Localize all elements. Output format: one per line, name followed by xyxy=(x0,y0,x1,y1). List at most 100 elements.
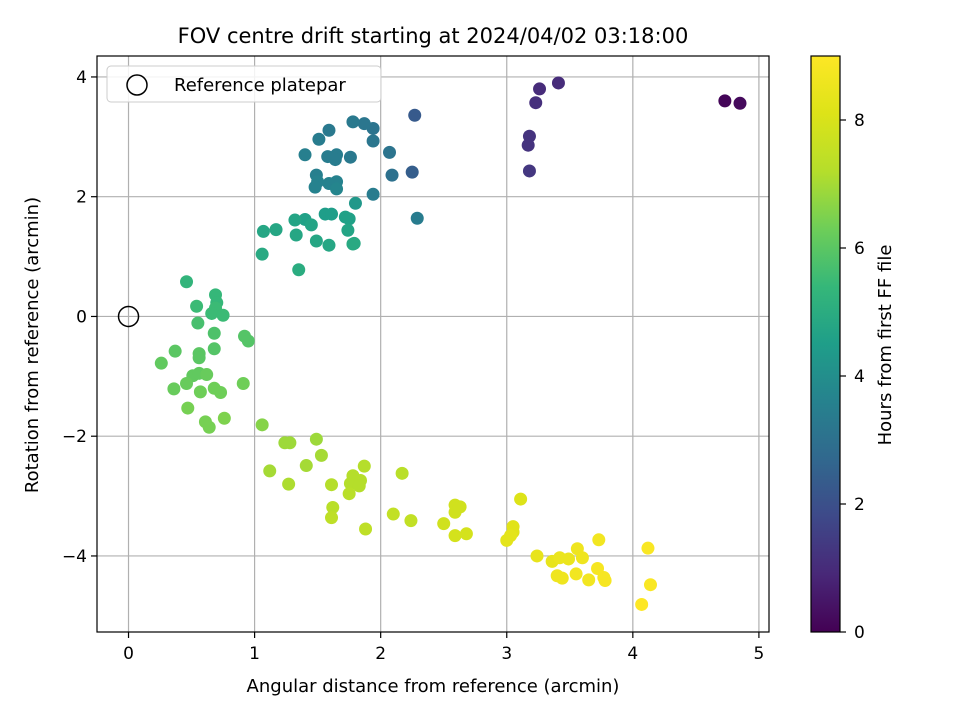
data-point xyxy=(191,316,205,330)
plot-frame xyxy=(96,55,770,633)
x-axis: 0 1 2 3 4 5 xyxy=(123,632,764,664)
data-point xyxy=(346,115,360,129)
x-tick-label: 4 xyxy=(627,644,638,664)
data-point xyxy=(343,150,357,164)
data-point xyxy=(718,94,732,108)
data-point xyxy=(298,148,312,162)
data-point xyxy=(180,275,194,289)
colorbar: 0 2 4 6 8 Hours from first FF file xyxy=(810,55,896,643)
data-point xyxy=(395,466,409,480)
data-point xyxy=(352,479,366,493)
data-point xyxy=(330,182,344,196)
data-point xyxy=(342,212,356,226)
data-point xyxy=(314,448,328,462)
reference-platepar-marker xyxy=(117,305,140,328)
data-point xyxy=(533,82,547,96)
data-point xyxy=(309,432,323,446)
data-point xyxy=(202,420,216,434)
data-point xyxy=(216,308,230,322)
data-point xyxy=(437,517,451,531)
data-point xyxy=(308,180,322,194)
data-point xyxy=(635,597,649,611)
data-point xyxy=(521,138,535,152)
data-point xyxy=(448,505,462,519)
y-axis: −4 −2 0 2 4 xyxy=(62,68,97,567)
data-point xyxy=(569,567,583,581)
y-axis-label: Rotation from reference (arcmin) xyxy=(22,197,43,493)
data-point xyxy=(322,123,336,137)
data-point xyxy=(283,436,297,450)
data-point xyxy=(200,368,214,382)
data-point xyxy=(386,507,400,521)
reference-marker-group xyxy=(117,305,140,328)
data-point xyxy=(190,299,204,313)
legend-marker-open-circle xyxy=(126,74,148,96)
data-point xyxy=(256,224,270,238)
data-point xyxy=(304,218,318,232)
data-point xyxy=(269,223,283,237)
data-point xyxy=(641,541,655,555)
data-point xyxy=(326,500,340,514)
data-point xyxy=(359,522,373,536)
colorbar-tick-label: 8 xyxy=(854,111,865,131)
legend-label: Reference platepar xyxy=(174,75,346,96)
data-point xyxy=(154,356,168,370)
data-point xyxy=(459,527,473,541)
data-point xyxy=(410,211,424,225)
data-point xyxy=(292,263,306,277)
data-point xyxy=(263,464,277,478)
data-point xyxy=(205,306,219,320)
data-point xyxy=(168,344,182,358)
data-point xyxy=(347,236,361,250)
data-point xyxy=(522,164,536,178)
colorbar-tick-label: 6 xyxy=(854,239,865,259)
data-point xyxy=(366,187,380,201)
data-point xyxy=(385,168,399,182)
data-point xyxy=(530,549,544,563)
data-point xyxy=(342,487,356,501)
data-point xyxy=(255,418,269,432)
data-point xyxy=(236,377,250,391)
data-point xyxy=(555,571,569,585)
data-point xyxy=(366,134,380,148)
x-tick-label: 2 xyxy=(375,644,386,664)
colorbar-tick-label: 2 xyxy=(854,495,865,515)
data-point xyxy=(582,573,596,587)
data-point xyxy=(348,196,362,210)
data-point xyxy=(322,238,336,252)
data-point xyxy=(357,459,371,473)
data-point xyxy=(408,108,422,122)
data-point xyxy=(299,459,313,473)
data-point xyxy=(193,385,207,399)
data-point xyxy=(321,150,335,164)
x-tick-label: 1 xyxy=(249,644,260,664)
data-point xyxy=(255,247,269,261)
data-point xyxy=(241,334,255,348)
data-point xyxy=(282,477,296,491)
data-point xyxy=(325,207,339,221)
data-point xyxy=(562,552,576,566)
data-point xyxy=(180,377,194,391)
data-point xyxy=(404,514,418,528)
data-point xyxy=(167,382,181,396)
data-point xyxy=(192,351,206,365)
grid-lines xyxy=(97,56,769,632)
data-point xyxy=(592,533,606,547)
data-point xyxy=(448,529,462,543)
colorbar-tick-label: 0 xyxy=(854,623,865,643)
data-point xyxy=(288,213,302,227)
data-point xyxy=(514,492,528,506)
y-tick-label: −2 xyxy=(62,427,87,447)
x-axis-label: Angular distance from reference (arcmin) xyxy=(247,676,620,697)
data-point xyxy=(733,96,747,110)
y-tick-label: 0 xyxy=(76,307,87,327)
data-point xyxy=(207,326,221,340)
legend-box xyxy=(106,65,382,103)
data-point xyxy=(207,342,221,356)
data-point xyxy=(217,411,231,425)
data-point xyxy=(643,578,657,592)
colorbar-label: Hours from first FF file xyxy=(875,245,896,446)
data-point xyxy=(598,574,612,588)
y-tick-label: 2 xyxy=(76,188,87,208)
x-tick-label: 3 xyxy=(501,644,512,664)
